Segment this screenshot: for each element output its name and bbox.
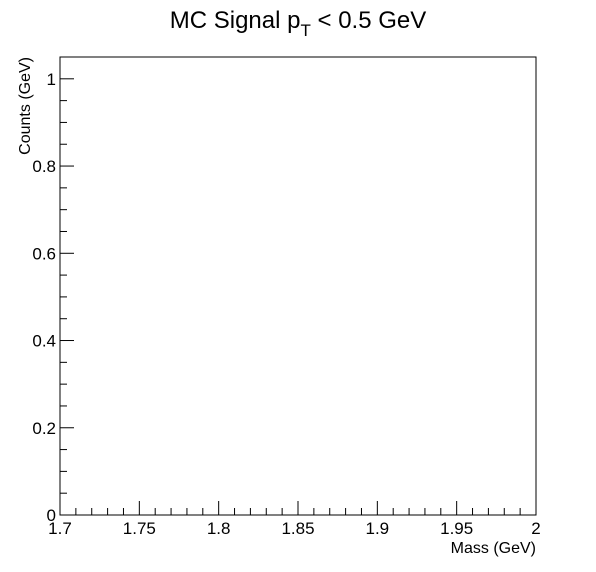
chart-title-suffix: < 0.5 GeV [311, 7, 426, 34]
x-tick-label: 2 [531, 519, 540, 538]
x-tick-label: 1.7 [48, 519, 72, 538]
chart-title-subscript: T [300, 21, 310, 40]
y-tick-label: 0.4 [32, 332, 56, 351]
x-axis: 1.7 1.75 1.8 1.85 1.9 1.95 2 [48, 501, 541, 538]
chart-title: MC Signal pT < 0.5 GeV [170, 7, 427, 40]
y-tick-label: 0.8 [32, 157, 56, 176]
x-axis-label: Mass (GeV) [451, 540, 536, 557]
y-axis: 0 0.2 0.4 0.6 0.8 1 [32, 56, 74, 525]
plot-frame [59, 56, 537, 516]
x-tick-label: 1.8 [207, 519, 231, 538]
x-tick-label: 1.95 [440, 519, 473, 538]
y-tick-label: 0.6 [32, 244, 56, 263]
chart-title-main: MC Signal p [170, 7, 301, 34]
y-tick-label: 1 [47, 70, 56, 89]
x-tick-label: 1.85 [281, 519, 314, 538]
y-tick-label: 0.2 [32, 419, 56, 438]
x-tick-label: 1.75 [123, 519, 156, 538]
x-tick-label: 1.9 [366, 519, 390, 538]
y-tick-label: 0 [47, 506, 56, 525]
y-axis-label: Counts (GeV) [17, 57, 34, 155]
